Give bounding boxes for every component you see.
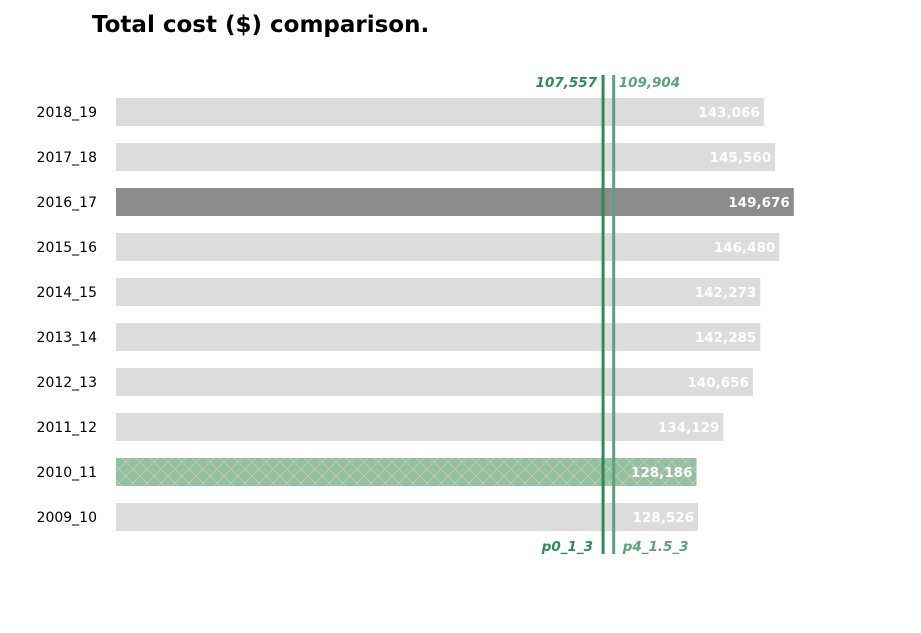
value-label-2013_14: 142,285 xyxy=(695,330,757,346)
reference-bottom-label-0: p0_1_3 xyxy=(541,539,593,555)
bar-2009_10 xyxy=(116,503,699,531)
category-label-2015_16: 2015_16 xyxy=(37,240,98,256)
reference-bottom-label-1: p4_1.5_3 xyxy=(622,539,689,555)
value-label-2018_19: 143,066 xyxy=(698,105,760,121)
category-label-2018_19: 2018_19 xyxy=(37,105,97,121)
chart-title: Total cost ($) comparison. xyxy=(92,12,429,38)
value-label-2015_16: 146,480 xyxy=(714,240,776,256)
value-label-2017_18: 145,560 xyxy=(710,150,772,166)
value-label-2016_17: 149,676 xyxy=(728,195,790,211)
category-label-2017_18: 2017_18 xyxy=(37,150,97,166)
category-label-2009_10: 2009_10 xyxy=(37,510,97,526)
category-label-2010_11: 2010_11 xyxy=(37,465,97,481)
category-label-2012_13: 2012_13 xyxy=(37,375,97,391)
bar-2018_19 xyxy=(116,98,764,126)
bar-2013_14 xyxy=(116,323,761,351)
bar-2015_16 xyxy=(116,233,780,261)
category-label-2014_15: 2014_15 xyxy=(37,285,97,301)
bar-2016_17 xyxy=(116,188,794,216)
category-label-2011_12: 2011_12 xyxy=(37,420,97,436)
bar-2014_15 xyxy=(116,278,761,306)
bar-2011_12 xyxy=(116,413,724,441)
value-label-2014_15: 142,273 xyxy=(695,285,757,301)
reference-top-label-0: 107,557 xyxy=(536,75,598,91)
bar-2012_13 xyxy=(116,368,753,396)
category-label-2016_17: 2016_17 xyxy=(37,195,97,211)
bars-group: 2018_19 143,066 2017_18 145,560 2016_17 149,6… xyxy=(37,98,794,531)
category-label-2013_14: 2013_14 xyxy=(37,330,98,346)
value-label-2012_13: 140,656 xyxy=(687,375,749,391)
value-label-2009_10: 128,526 xyxy=(633,510,695,526)
bar-2017_18 xyxy=(116,143,776,171)
value-label-2010_11: 128,186 xyxy=(631,465,693,481)
reference-lines-group: 107,557 p0_1_3 109,904 p4_1.5_3 xyxy=(536,75,689,555)
bar-hatch-2010_11 xyxy=(116,458,697,486)
value-label-2011_12: 134,129 xyxy=(658,420,720,436)
reference-top-label-1: 109,904 xyxy=(619,75,681,91)
